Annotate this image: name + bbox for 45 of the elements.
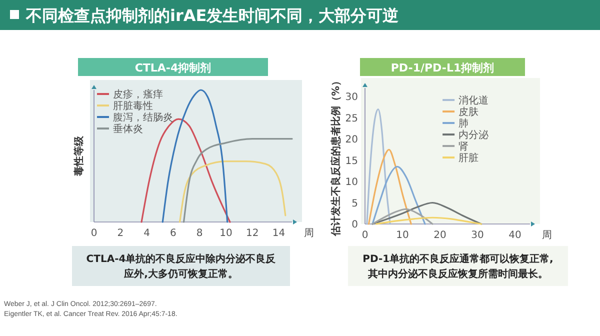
x-tick-label: 12: [246, 228, 259, 239]
line-series: [368, 148, 412, 225]
legend-label: 腹泻，结肠炎: [113, 112, 173, 124]
legend-label: 皮肤: [458, 106, 479, 118]
line-series: [372, 166, 426, 225]
y-axis-title: 估计发生不良反应的患者比例（%）: [330, 76, 342, 238]
y-tick-label: 0: [352, 220, 358, 230]
legend-label: 肾: [458, 140, 469, 152]
x-tick-label: 4: [144, 228, 150, 239]
x-tick-label: 40: [508, 230, 522, 241]
chart-title: PD-1/PD-L1抑制剂: [390, 62, 494, 74]
legend-label: 内分泌: [458, 129, 489, 141]
legend-label: 肝脏毒性: [113, 100, 153, 112]
y-tick-label: 10: [345, 177, 358, 188]
x-axis-title: 周: [542, 230, 552, 241]
x-tick-label: 10: [220, 228, 232, 239]
chart-title: CTLA-4抑制剂: [134, 62, 212, 74]
x-tick-label: 8: [196, 228, 203, 239]
text: 不同检查点抑制剂的irAE发生时间不同，大部分可逆: [25, 6, 399, 25]
x-tick-label: 14: [272, 228, 286, 239]
text: CTLA-4单抗的不良反应中除内分泌不良反应外,大多仍可恢复正常。: [86, 253, 277, 280]
line-series: [375, 216, 482, 225]
y-tick-label: 15: [345, 156, 358, 167]
x-tick-label: 2: [117, 228, 124, 239]
x-tick-label: 20: [434, 230, 446, 241]
legend-label: 肺: [458, 118, 469, 130]
x-axis-title: 周: [304, 228, 314, 239]
legend-label: 肝脏: [458, 152, 479, 164]
line-series: [366, 108, 391, 225]
legend-label: 垂体炎: [113, 123, 143, 135]
line-series: [372, 202, 482, 225]
x-tick-label: 0: [362, 230, 368, 241]
text: PD-1单抗的不良反应通常都可以恢复正常,其中内分泌不良反应恢复所需时间最长。: [362, 253, 554, 280]
x-tick-label: 6: [170, 228, 176, 239]
line-series: [372, 208, 434, 225]
x-tick-label: 10: [396, 230, 409, 241]
y-tick-label: 25: [345, 113, 358, 124]
legend-label: 皮疹，瘙痒: [113, 88, 163, 100]
y-tick-label: 30: [345, 92, 358, 103]
y-axis-title: 毒性等级: [73, 135, 85, 177]
legend-label: 消化道: [458, 94, 489, 106]
y-tick-label: 20: [345, 134, 358, 146]
x-tick-label: 30: [471, 230, 484, 241]
x-tick-label: 0: [90, 228, 98, 239]
y-tick-label: 5: [352, 198, 358, 210]
